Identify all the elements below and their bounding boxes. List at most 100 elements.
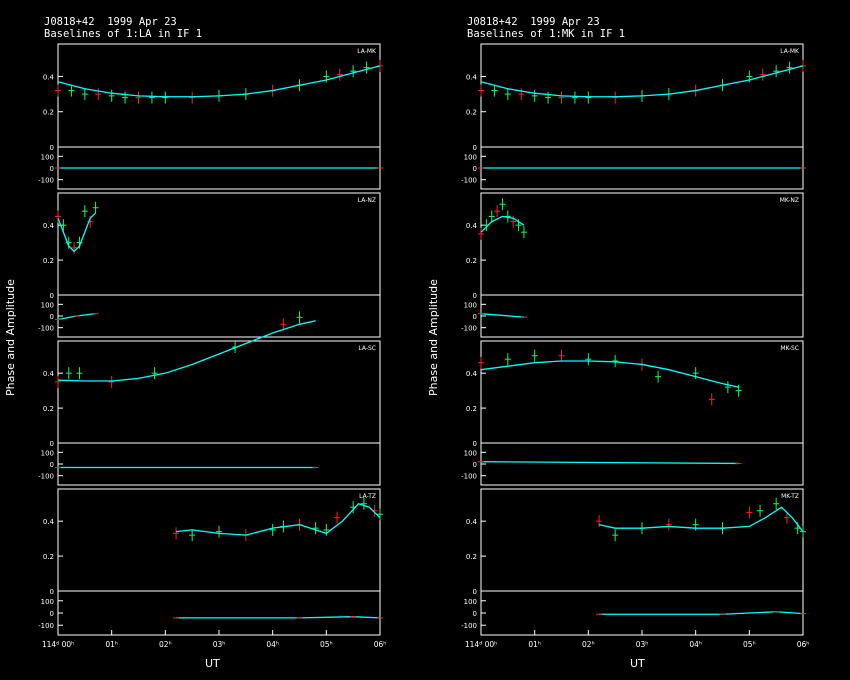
phase-tick-label: 100 — [464, 598, 477, 606]
x-tick-label: 01ʰ — [528, 640, 541, 649]
amp-tick-label: 0 — [473, 440, 477, 448]
amp-tick-label: 0.4 — [466, 518, 478, 526]
phase-frame — [57, 590, 381, 636]
amp-tick-label: 0 — [473, 588, 477, 596]
phase-tick-label: -100 — [38, 177, 54, 185]
amplitude-frame — [480, 192, 804, 296]
phase-frame — [480, 442, 804, 486]
amplitude-frame — [57, 192, 381, 296]
x-axis-label-left: UT — [205, 657, 220, 670]
amp-tick-label: 0.2 — [466, 405, 477, 413]
phase-frame — [480, 294, 804, 338]
amp-model-curve — [480, 65, 804, 98]
amp-tick-label: 0 — [473, 144, 477, 152]
amp-tick-label: 0 — [50, 292, 54, 300]
baseline-name: MK-NZ — [780, 197, 799, 204]
x-tick-label: 04ʰ — [689, 640, 702, 649]
x-tick-label: 05ʰ — [743, 640, 756, 649]
phase-tick-label: -100 — [38, 325, 54, 333]
amp-model-curve — [598, 506, 804, 533]
amp-tick-label: 0.2 — [43, 405, 54, 413]
amp-tick-label: 0.2 — [466, 553, 477, 561]
phase-tick-label: 0 — [473, 165, 477, 173]
amp-tick-label: 0 — [50, 144, 54, 152]
phase-tick-label: -100 — [461, 473, 477, 481]
phase-tick-label: 100 — [41, 449, 54, 457]
x-tick-label: 114ᵈ 00ʰ — [42, 640, 74, 649]
x-tick-label: 02ʰ — [582, 640, 595, 649]
phase-model-curve — [599, 611, 804, 615]
amp-tick-label: 0.2 — [43, 553, 54, 561]
x-axis-label-right: UT — [630, 657, 645, 670]
phase-tick-label: 100 — [41, 153, 54, 161]
amp-tick-label: 0 — [473, 292, 477, 300]
amp-model-curve — [480, 360, 739, 388]
amp-model-curve — [57, 320, 316, 382]
phase-tick-label: 0 — [473, 313, 477, 321]
amp-tick-label: 0.2 — [466, 109, 477, 117]
amp-tick-label: 0.4 — [43, 518, 55, 526]
phase-tick-label: 0 — [50, 461, 54, 469]
amp-tick-label: 0.4 — [43, 222, 55, 230]
amp-model-curve — [57, 65, 381, 98]
phase-tick-label: -100 — [461, 325, 477, 333]
phase-tick-label: 0 — [50, 165, 54, 173]
phase-tick-label: 100 — [464, 153, 477, 161]
baseline-name: MK-SC — [780, 345, 799, 352]
phase-model-curve — [57, 313, 96, 321]
phase-tick-label: 100 — [41, 598, 54, 606]
phase-model-curve — [176, 616, 381, 619]
phase-tick-label: -100 — [461, 177, 477, 185]
phase-model-curve — [480, 313, 524, 318]
amp-model-curve — [57, 212, 97, 253]
phase-tick-label: -100 — [38, 622, 54, 630]
source-label-left: J0818+42 1999 Apr 23 — [44, 16, 177, 28]
phase-tick-label: -100 — [461, 622, 477, 630]
amplitude-frame — [480, 488, 804, 592]
x-tick-label: 04ʰ — [266, 640, 279, 649]
phase-tick-label: 100 — [464, 449, 477, 457]
phase-frame — [57, 294, 381, 338]
amp-tick-label: 0.2 — [43, 109, 54, 117]
panel-title-left: Baselines of 1:LA in IF 1 — [44, 28, 203, 40]
phase-tick-label: 100 — [41, 301, 54, 309]
amplitude-frame — [57, 488, 381, 592]
amplitude-frame — [480, 340, 804, 444]
x-tick-label: 03ʰ — [213, 640, 226, 649]
phase-tick-label: 100 — [464, 301, 477, 309]
panel-title-right: Baselines of 1:MK in IF 1 — [467, 28, 626, 40]
x-tick-label: 05ʰ — [320, 640, 333, 649]
phase-tick-label: 0 — [473, 610, 477, 618]
amp-tick-label: 0.4 — [466, 370, 478, 378]
baseline-name: LA-MK — [357, 48, 377, 55]
phase-tick-label: 0 — [50, 313, 54, 321]
amp-tick-label: 0.4 — [466, 73, 478, 81]
amp-tick-label: 0 — [50, 440, 54, 448]
baseline-name: MK-TZ — [781, 493, 799, 500]
baseline-name: LA-MK — [780, 48, 800, 55]
amp-tick-label: 0 — [50, 588, 54, 596]
phase-tick-label: -100 — [38, 473, 54, 481]
amp-model-curve — [175, 502, 381, 536]
baseline-name: LA-TZ — [359, 493, 376, 500]
source-label-right: J0818+42 1999 Apr 23 — [467, 16, 600, 28]
amp-tick-label: 0.4 — [466, 222, 478, 230]
phase-tick-label: 0 — [473, 461, 477, 469]
phase-frame — [57, 442, 381, 486]
amp-tick-label: 0.4 — [43, 73, 55, 81]
x-tick-label: 01ʰ — [105, 640, 118, 649]
x-tick-label: 06ʰ — [797, 640, 810, 649]
x-tick-label: 06ʰ — [374, 640, 387, 649]
phase-tick-label: 0 — [50, 610, 54, 618]
x-tick-label: 114ᵈ 00ʰ — [465, 640, 497, 649]
baseline-name: LA-NZ — [358, 197, 376, 204]
amp-tick-label: 0.2 — [43, 257, 54, 265]
x-tick-label: 03ʰ — [636, 640, 649, 649]
amp-tick-label: 0.4 — [43, 370, 55, 378]
x-tick-label: 02ʰ — [159, 640, 172, 649]
amplitude-frame — [57, 340, 381, 444]
amp-model-curve — [480, 215, 525, 233]
phase-model-curve — [480, 461, 739, 465]
